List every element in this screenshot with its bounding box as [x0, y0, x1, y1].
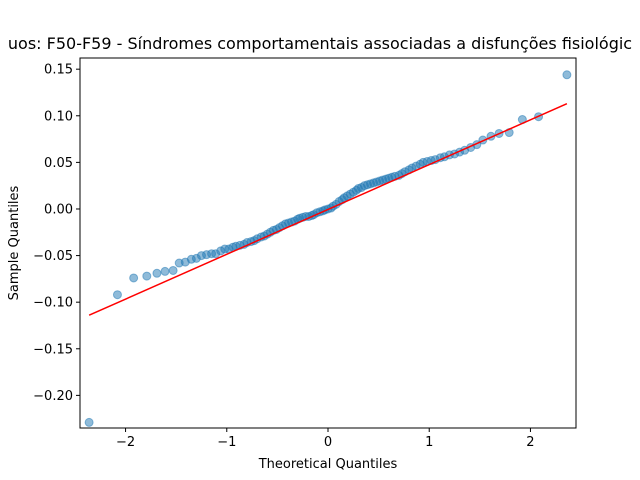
- x-tick-label: −2: [116, 435, 135, 450]
- chart-title: uos: F50-F59 - Síndromes comportamentais…: [8, 34, 632, 53]
- x-axis: −2 −1 0 1 2: [116, 428, 535, 450]
- points-layer: [84, 70, 572, 427]
- y-tick-label: −0.15: [33, 342, 73, 357]
- y-tick-label: −0.20: [33, 389, 73, 404]
- data-point: [142, 271, 152, 281]
- x-tick-label: 0: [324, 435, 332, 450]
- data-point: [112, 290, 122, 300]
- x-tick-label: 2: [526, 435, 534, 450]
- y-axis-label: Sample Quantiles: [7, 185, 22, 300]
- y-tick-label: −0.10: [33, 296, 73, 311]
- data-point: [84, 417, 94, 427]
- data-point: [160, 266, 170, 276]
- x-tick-label: 1: [425, 435, 433, 450]
- x-tick-label: −1: [217, 435, 236, 450]
- y-tick-label: −0.05: [33, 249, 73, 264]
- data-point: [168, 265, 178, 275]
- y-tick-label: 0.10: [44, 109, 73, 124]
- x-axis-label: Theoretical Quantiles: [258, 457, 398, 472]
- reference-line: [88, 102, 568, 316]
- y-tick-label: 0.15: [44, 63, 73, 78]
- y-axis: −0.20 −0.15 −0.10 −0.05 0.00 0.05 0.10 0.15: [33, 63, 80, 404]
- plot-frame: [79, 57, 577, 429]
- y-tick-label: 0.05: [44, 156, 73, 171]
- data-point: [562, 70, 572, 80]
- data-point: [129, 273, 139, 283]
- y-tick-label: 0.00: [44, 202, 73, 217]
- reference-line-layer: [88, 102, 568, 316]
- data-point: [152, 268, 162, 278]
